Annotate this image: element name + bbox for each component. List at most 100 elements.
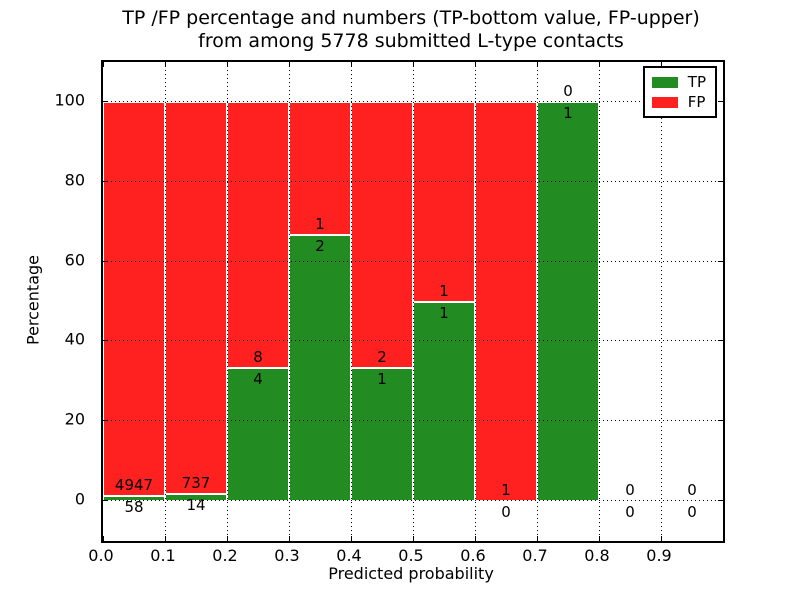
x-tick-mark <box>351 62 352 67</box>
tp-bar <box>351 368 413 502</box>
fp-count-label: 1 <box>439 281 449 300</box>
gridline-vertical <box>227 62 228 541</box>
gridline-vertical <box>661 62 662 541</box>
y-tick-mark <box>718 340 723 342</box>
x-tick-mark <box>661 536 662 541</box>
x-tick-mark <box>289 536 290 541</box>
x-tick-mark <box>351 536 352 541</box>
y-tick-mark <box>103 100 108 102</box>
x-tick-mark <box>103 62 104 67</box>
fp-legend-swatch <box>651 96 678 108</box>
fp-count-label: 1 <box>501 481 511 500</box>
tp-legend-swatch <box>651 76 678 88</box>
x-tick-mark <box>599 536 600 541</box>
fp-count-label: 0 <box>687 481 697 500</box>
x-tick-label: 0.0 <box>88 546 114 565</box>
tp-count-label: 0 <box>625 503 635 522</box>
fp-bar <box>103 101 165 497</box>
fp-count-label: 2 <box>377 348 387 367</box>
tp-count-label: 1 <box>563 103 573 122</box>
x-tick-label: 0.6 <box>460 546 486 565</box>
x-tick-mark <box>165 62 166 67</box>
x-tick-mark <box>475 62 476 67</box>
gridline-vertical <box>537 62 538 541</box>
x-tick-mark <box>475 536 476 541</box>
tp-bar <box>413 301 475 502</box>
x-tick-label: 0.7 <box>522 546 548 565</box>
x-tick-mark <box>537 536 538 541</box>
tp-count-label: 0 <box>687 503 697 522</box>
fp-count-label: 737 <box>181 473 211 492</box>
y-tick-mark <box>718 500 723 502</box>
x-tick-mark <box>599 62 600 67</box>
fp-bar <box>413 101 475 302</box>
gridline-vertical <box>599 62 600 541</box>
tp-count-label: 1 <box>377 370 387 389</box>
y-tick-label: 100 <box>54 90 85 110</box>
x-tick-label: 0.9 <box>646 546 672 565</box>
y-tick-mark <box>103 180 108 182</box>
y-tick-mark <box>718 180 723 182</box>
x-tick-label: 0.3 <box>274 546 300 565</box>
fp-count-label: 8 <box>253 348 263 367</box>
y-tick-mark <box>718 260 723 262</box>
fp-count-label: 0 <box>563 81 573 100</box>
x-axis-label: Predicted probability <box>328 564 494 583</box>
gridline-vertical <box>289 62 290 541</box>
chart-title-line-2: from among 5778 submitted L-type contact… <box>198 30 624 52</box>
x-tick-label: 0.2 <box>212 546 238 565</box>
y-tick-mark <box>103 340 108 342</box>
gridline-vertical <box>351 62 352 541</box>
tp-bar <box>227 368 289 502</box>
x-tick-label: 0.8 <box>584 546 610 565</box>
y-tick-labels: 0 20 40 60 80 100 <box>0 60 93 539</box>
fp-legend-label: FP <box>687 93 706 111</box>
tp-bar <box>289 234 351 502</box>
fp-bar <box>289 101 351 235</box>
x-tick-mark <box>413 62 414 67</box>
y-tick-mark <box>103 500 108 502</box>
gridline-vertical <box>165 62 166 541</box>
legend-row-fp: FP <box>651 92 706 112</box>
x-tick-labels: 0.0 0.1 0.2 0.3 0.4 0.5 0.6 0.7 0.8 0.9 <box>88 546 721 566</box>
tp-count-label: 58 <box>124 498 144 517</box>
gridline-vertical <box>413 62 414 541</box>
fp-count-label: 4947 <box>114 476 154 495</box>
tp-count-label: 2 <box>315 236 325 255</box>
y-tick-label: 80 <box>64 170 85 190</box>
y-tick-mark <box>718 420 723 422</box>
x-tick-mark <box>537 62 538 67</box>
x-tick-mark <box>661 62 662 67</box>
x-tick-mark <box>165 536 166 541</box>
x-tick-mark <box>103 536 104 541</box>
fp-count-label: 1 <box>315 214 325 233</box>
tp-legend-label: TP <box>687 73 706 91</box>
legend-row-tp: TP <box>651 72 706 92</box>
y-tick-mark <box>103 420 108 422</box>
fp-bar <box>351 101 413 369</box>
y-tick-label: 20 <box>64 409 85 429</box>
y-tick-label: 60 <box>64 250 85 270</box>
fp-bar <box>227 101 289 369</box>
y-tick-mark <box>103 260 108 262</box>
tp-count-label: 0 <box>501 503 511 522</box>
x-tick-label: 0.4 <box>336 546 362 565</box>
tp-count-label: 14 <box>186 495 206 514</box>
tp-bar <box>537 101 599 502</box>
legend: TP FP <box>642 66 717 118</box>
tp-count-label: 4 <box>253 370 263 389</box>
fp-bar <box>475 101 537 502</box>
x-tick-label: 0.1 <box>150 546 176 565</box>
y-tick-mark <box>718 100 723 102</box>
fp-count-label: 0 <box>625 481 635 500</box>
x-tick-mark <box>289 62 290 67</box>
x-tick-mark <box>227 536 228 541</box>
x-tick-mark <box>413 536 414 541</box>
plot-area: TP FP 4947 58 737 14 8 4 1 2 2 1 1 1 1 0 0 1 0 0 0 0 <box>101 60 725 543</box>
tp-count-label: 1 <box>439 303 449 322</box>
chart-title-line-1: TP /FP percentage and numbers (TP-bottom… <box>122 7 700 29</box>
fp-bar <box>165 101 227 494</box>
x-tick-mark <box>227 62 228 67</box>
gridline-vertical <box>475 62 476 541</box>
